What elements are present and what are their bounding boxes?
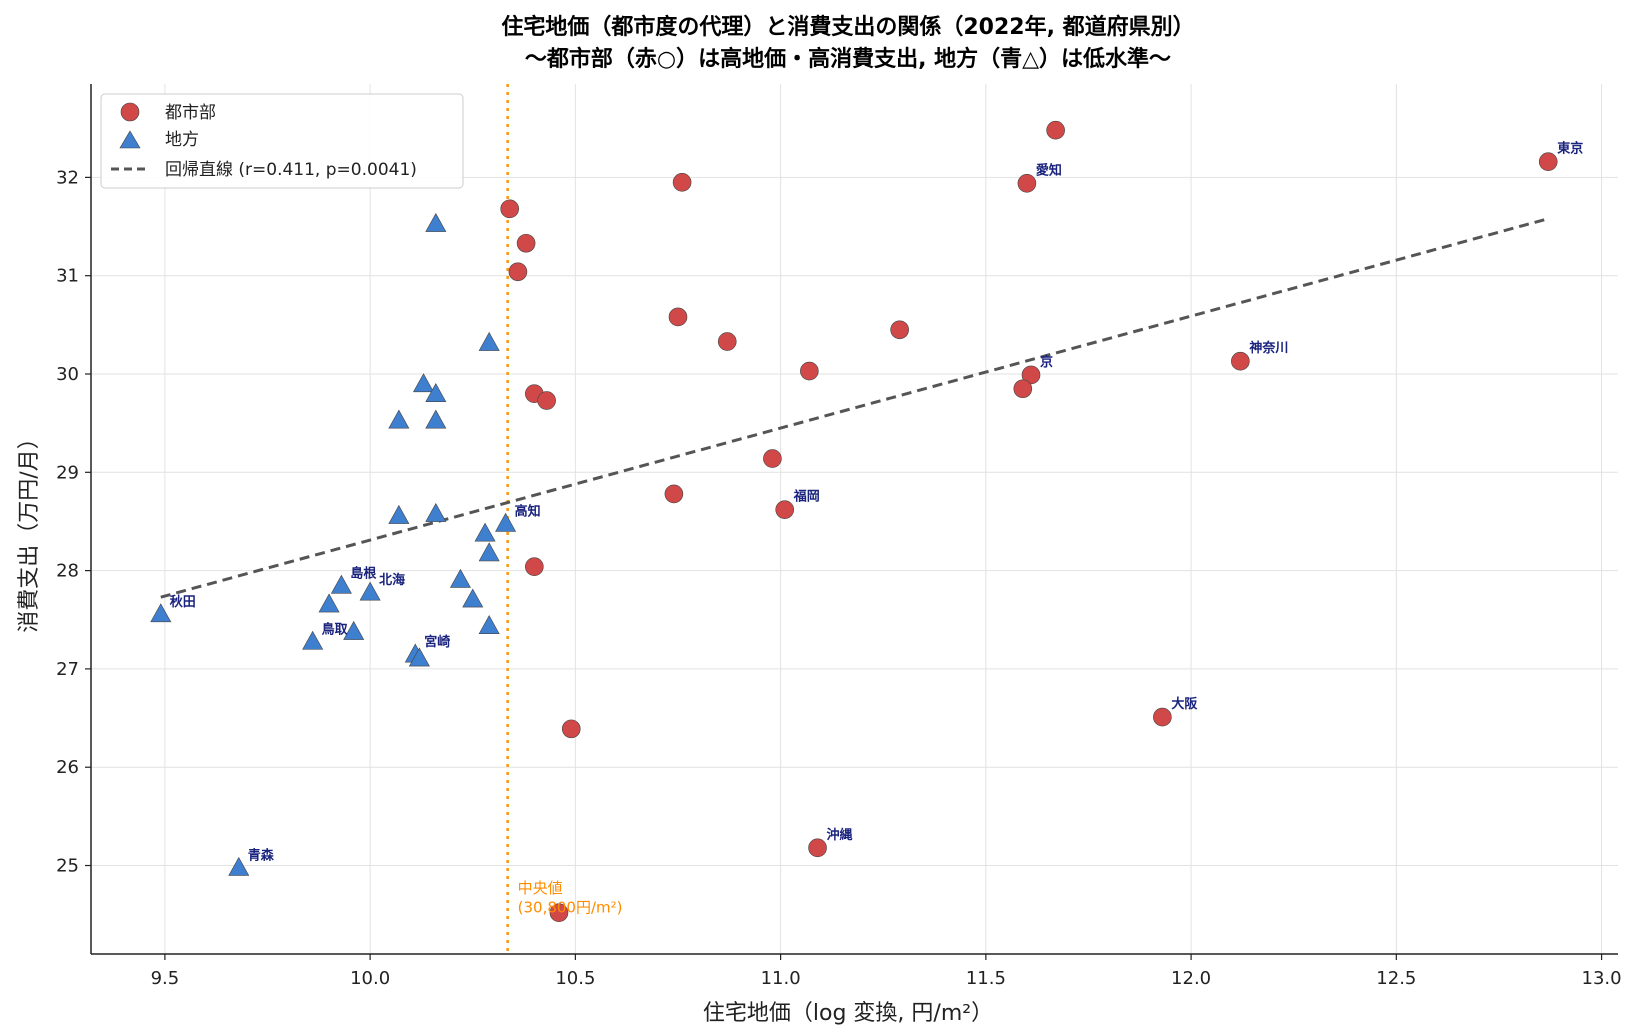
point-label: 神奈川 bbox=[1249, 340, 1288, 356]
urban-point bbox=[1013, 379, 1033, 399]
y-tick-label: 30 bbox=[56, 364, 79, 385]
rural-point bbox=[343, 620, 365, 640]
urban-point bbox=[549, 903, 569, 923]
y-tick-label: 28 bbox=[56, 561, 79, 582]
rural-point bbox=[408, 647, 430, 667]
urban-point bbox=[516, 233, 536, 253]
x-tick-label: 12.0 bbox=[1171, 968, 1211, 989]
x-tick-label: 11.5 bbox=[966, 968, 1006, 989]
rural-point bbox=[388, 409, 410, 429]
y-tick-label: 26 bbox=[56, 757, 79, 778]
point-label: 大阪 bbox=[1171, 696, 1198, 712]
rural-point bbox=[449, 568, 471, 588]
point-label: 鳥取 bbox=[322, 621, 349, 637]
y-tick-label: 31 bbox=[56, 266, 79, 287]
y-axis-label: 消費支出（万円/月） bbox=[17, 427, 42, 632]
rural-point bbox=[318, 593, 340, 613]
legend: 都市部 地方 回帰直線 (r=0.411, p=0.0041) bbox=[100, 93, 464, 189]
x-tick-label: 12.5 bbox=[1376, 968, 1416, 989]
point-label: 東京 bbox=[1557, 141, 1583, 157]
x-axis-label: 住宅地価（log 変換, 円/m²） bbox=[703, 1001, 993, 1026]
urban-point bbox=[664, 484, 684, 504]
x-tick-label: 10.5 bbox=[555, 968, 595, 989]
chart-title-line2: 〜都市部（赤○）は高地価・高消費支出, 地方（青△）は低水準〜 bbox=[525, 46, 1171, 72]
chart-title-line1: 住宅地価（都市度の代理）と消費支出の関係（2022年, 都道府県別） bbox=[501, 14, 1194, 40]
urban-point bbox=[500, 199, 519, 219]
urban-point bbox=[1153, 707, 1172, 727]
rural-point bbox=[478, 615, 500, 634]
y-tick-label: 27 bbox=[56, 659, 79, 680]
urban-point bbox=[1231, 351, 1250, 371]
x-axis-ticks: 9.5 10.0 10.5 11.0 11.5 12.0 12.5 13.0 bbox=[151, 954, 1622, 989]
urban-point bbox=[672, 173, 692, 192]
rural-point bbox=[359, 581, 381, 601]
median-label-line2: (30,800円/m²) bbox=[518, 899, 623, 917]
urban-point bbox=[800, 361, 819, 381]
rural-point bbox=[388, 504, 410, 524]
rural-point bbox=[478, 542, 500, 562]
rural-point bbox=[425, 212, 447, 232]
urban-point bbox=[537, 391, 556, 410]
y-tick-label: 29 bbox=[56, 462, 79, 483]
urban-point bbox=[1046, 120, 1065, 140]
point-label: 宮崎 bbox=[424, 634, 450, 650]
point-label: 青森 bbox=[248, 847, 275, 863]
point-label: 北海 bbox=[379, 572, 405, 588]
x-tick-label: 11.0 bbox=[761, 968, 801, 989]
grid-lines bbox=[91, 84, 1618, 954]
rural-point bbox=[474, 522, 496, 542]
point-label: 秋田 bbox=[170, 594, 196, 610]
point-label: 京 bbox=[1040, 354, 1053, 370]
y-axis-ticks: 25 26 27 28 29 30 31 32 bbox=[56, 167, 91, 877]
point-label: 沖縄 bbox=[827, 827, 853, 843]
point-label: 島根 bbox=[350, 565, 377, 581]
rural-point bbox=[302, 630, 324, 650]
urban-point bbox=[1021, 365, 1041, 385]
urban-point bbox=[508, 262, 528, 282]
urban-point bbox=[775, 500, 795, 519]
urban-point bbox=[890, 320, 909, 340]
rural-point bbox=[425, 502, 447, 522]
point-label: 高知 bbox=[515, 503, 541, 519]
rural-point bbox=[425, 383, 447, 402]
rural-point bbox=[330, 574, 352, 594]
rural-point bbox=[462, 588, 484, 608]
rural-point bbox=[150, 603, 172, 623]
rural-point bbox=[228, 856, 250, 876]
legend-urban-label: 都市部 bbox=[165, 103, 216, 123]
y-tick-label: 32 bbox=[56, 167, 79, 188]
legend-regression-label: 回帰直線 (r=0.411, p=0.0041) bbox=[165, 160, 417, 180]
legend-rural-marker bbox=[119, 130, 141, 149]
rural-point bbox=[478, 331, 500, 351]
legend-box bbox=[100, 93, 464, 189]
urban-point bbox=[808, 838, 827, 858]
urban-point bbox=[668, 307, 688, 327]
urban-point bbox=[1538, 152, 1558, 171]
x-tick-label: 10.0 bbox=[350, 968, 390, 989]
urban-point bbox=[525, 557, 544, 576]
rural-point bbox=[495, 512, 517, 532]
urban-point bbox=[717, 332, 737, 351]
urban-point bbox=[561, 719, 581, 739]
point-label: 愛知 bbox=[1036, 162, 1062, 178]
median-label-line1: 中央値 bbox=[518, 879, 563, 897]
urban-point bbox=[1017, 173, 1037, 193]
rural-point bbox=[425, 409, 447, 429]
legend-urban-marker bbox=[120, 102, 140, 122]
point-label: 福岡 bbox=[793, 489, 820, 505]
y-tick-label: 25 bbox=[56, 856, 79, 877]
x-tick-label: 13.0 bbox=[1582, 968, 1622, 989]
x-tick-label: 9.5 bbox=[151, 968, 180, 989]
rural-point bbox=[412, 373, 435, 393]
data-points bbox=[150, 120, 1558, 923]
legend-rural-label: 地方 bbox=[165, 130, 199, 150]
urban-point bbox=[763, 449, 782, 468]
